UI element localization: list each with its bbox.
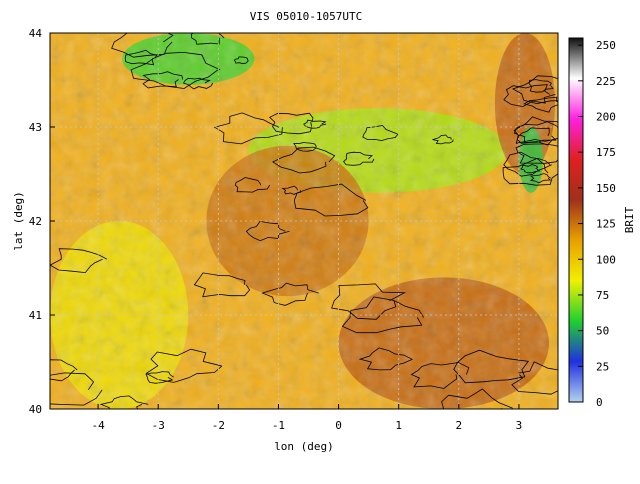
x-tick-label: 0	[335, 419, 342, 432]
colorbar-tick-label: 50	[596, 325, 609, 338]
x-axis-label: lon (deg)	[274, 440, 334, 453]
x-tick-label: -4	[91, 419, 105, 432]
colorbar-tick-label: 25	[596, 360, 609, 373]
x-tick-label: -3	[152, 419, 165, 432]
contour-lines	[50, 33, 558, 409]
x-tick-label: 3	[516, 419, 523, 432]
colorbar-tick-label: 250	[596, 39, 616, 52]
y-tick-label: 42	[29, 215, 42, 228]
y-axis-label: lat (deg)	[12, 191, 25, 251]
colorbar-tick-label: 0	[596, 396, 603, 409]
contour-line	[293, 142, 317, 152]
x-tick-label: -1	[272, 419, 285, 432]
contour-line	[503, 151, 552, 177]
contour-line	[269, 112, 314, 135]
colorbar-tick-label: 200	[596, 111, 616, 124]
contour-line	[410, 362, 470, 389]
x-tick-label: 1	[395, 419, 402, 432]
contour-line	[341, 296, 424, 334]
contour-line	[130, 51, 221, 89]
colorbar-tick-label: 175	[596, 146, 616, 159]
contour-line	[516, 127, 557, 144]
contour-line	[511, 361, 558, 395]
chart-title: VIS 05010-1057UTC	[250, 10, 363, 23]
contour-line	[503, 84, 556, 108]
contour-line	[523, 96, 558, 113]
contour-line	[124, 49, 158, 66]
contour-line	[453, 349, 530, 384]
colorbar-tick-label: 150	[596, 182, 616, 195]
contour-line	[261, 282, 319, 306]
y-tick-label: 40	[29, 403, 42, 416]
colorbar-tick-label: 100	[596, 253, 616, 266]
contour-line	[331, 283, 407, 320]
contour-line	[272, 146, 336, 174]
colorbar-label: BRIT	[623, 206, 636, 233]
texture-overlay	[50, 33, 558, 409]
contour-line	[50, 359, 78, 382]
y-axis-ticks: 40 41 42 43 44	[29, 27, 55, 416]
y-tick-label: 43	[29, 121, 42, 134]
contour-line	[145, 348, 223, 383]
contour-line	[303, 119, 327, 129]
contour-line	[362, 125, 399, 142]
colorbar: 0 25 50 75 100 125 150 175 200 225 250 BRIT	[568, 37, 636, 409]
contour-line	[142, 71, 183, 89]
colorbar-tick-label: 125	[596, 218, 616, 231]
plot-area	[50, 33, 558, 409]
contour-line	[50, 372, 103, 406]
contour-line	[145, 371, 174, 384]
contour-line	[234, 177, 271, 193]
colorbar-gradient	[568, 37, 584, 403]
contour-line	[343, 151, 375, 166]
colorbar-ticks: 0 25 50 75 100 125 150 175 200 225 250	[578, 39, 616, 409]
contour-line	[358, 347, 413, 371]
y-tick-label: 44	[29, 27, 43, 40]
contour-line	[281, 185, 302, 195]
contour-line	[502, 158, 558, 186]
contour-line	[432, 134, 454, 145]
contour-line	[99, 395, 149, 409]
contour-line	[111, 33, 174, 58]
x-axis-ticks: -4 -3 -2 -1 0 1 2 3	[91, 404, 522, 432]
contour-line	[529, 173, 552, 184]
colorbar-tick-label: 75	[596, 289, 609, 302]
contour-line	[293, 183, 369, 217]
x-tick-label: 2	[455, 419, 462, 432]
x-tick-label: -2	[212, 419, 225, 432]
contour-line	[190, 33, 225, 45]
colorbar-tick-label: 225	[596, 75, 616, 88]
contour-line	[233, 56, 249, 65]
contour-line	[50, 248, 108, 274]
contour-line	[213, 112, 283, 145]
contour-line	[528, 79, 554, 93]
y-tick-label: 41	[29, 309, 42, 322]
contour-line	[513, 121, 558, 146]
contour-line	[245, 220, 290, 242]
contour-line	[520, 164, 541, 174]
contour-line	[193, 272, 251, 298]
contour-line	[441, 388, 513, 409]
